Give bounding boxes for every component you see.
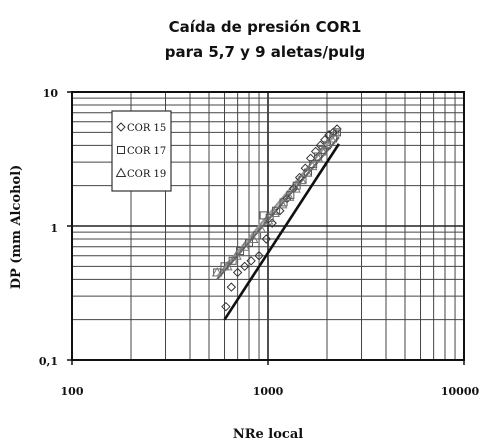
y-tick-label: 10 [43, 87, 59, 100]
data-point [221, 301, 231, 312]
data-point [306, 160, 318, 171]
x-tick-label: 10000 [441, 385, 480, 398]
data-point [279, 198, 288, 207]
data-point [317, 145, 328, 156]
data-point [332, 124, 342, 134]
data-point [221, 260, 233, 271]
data-point [290, 183, 301, 193]
data-point [276, 198, 288, 209]
legend-label: COR 15 [127, 123, 166, 134]
data-point [272, 206, 281, 215]
fit-line [223, 143, 340, 321]
data-point [261, 234, 271, 244]
data-point [247, 233, 259, 243]
data-point [246, 256, 256, 266]
chart-title-line-1: Caída de presión COR1 [169, 18, 362, 36]
y-tick-label: 0,1 [39, 355, 58, 368]
y-tick-label: 1 [50, 222, 58, 235]
data-point [283, 191, 295, 201]
data-point [329, 126, 341, 137]
chart-title-line-2: para 5,7 y 9 aletas/pulg [165, 43, 366, 61]
data-points [211, 124, 342, 312]
x-tick-label: 100 [61, 385, 84, 398]
data-point [231, 250, 242, 260]
x-tick-label: 1000 [253, 385, 284, 398]
legend-marker [115, 167, 127, 177]
legend-marker [117, 146, 125, 154]
data-point [211, 266, 223, 277]
data-point [226, 282, 237, 292]
legend-label: COR 17 [127, 146, 166, 157]
data-point [312, 152, 324, 163]
data-point [301, 167, 313, 177]
y-axis-label: DP (mm Alcohol) [9, 165, 24, 290]
legend: COR 15 COR 17 COR 19 [111, 110, 172, 192]
plot-frame [67, 91, 465, 365]
legend-label: COR 19 [127, 169, 166, 180]
data-point [259, 211, 268, 220]
data-point [305, 153, 316, 164]
data-point [269, 207, 280, 218]
data-point [321, 138, 333, 148]
data-point [296, 174, 307, 185]
data-point [309, 160, 318, 169]
data-point [325, 132, 337, 143]
x-axis-label: NRe local [233, 427, 303, 442]
data-point [239, 261, 250, 272]
legend-marker [116, 122, 126, 132]
data-point [300, 163, 311, 173]
data-point [262, 214, 274, 225]
data-point [254, 251, 264, 261]
data-point [286, 191, 295, 200]
data-point [232, 267, 243, 278]
data-point [292, 181, 301, 190]
data-point [265, 213, 274, 222]
data-point [255, 223, 267, 233]
data-point [239, 241, 250, 251]
data-point [310, 146, 321, 157]
